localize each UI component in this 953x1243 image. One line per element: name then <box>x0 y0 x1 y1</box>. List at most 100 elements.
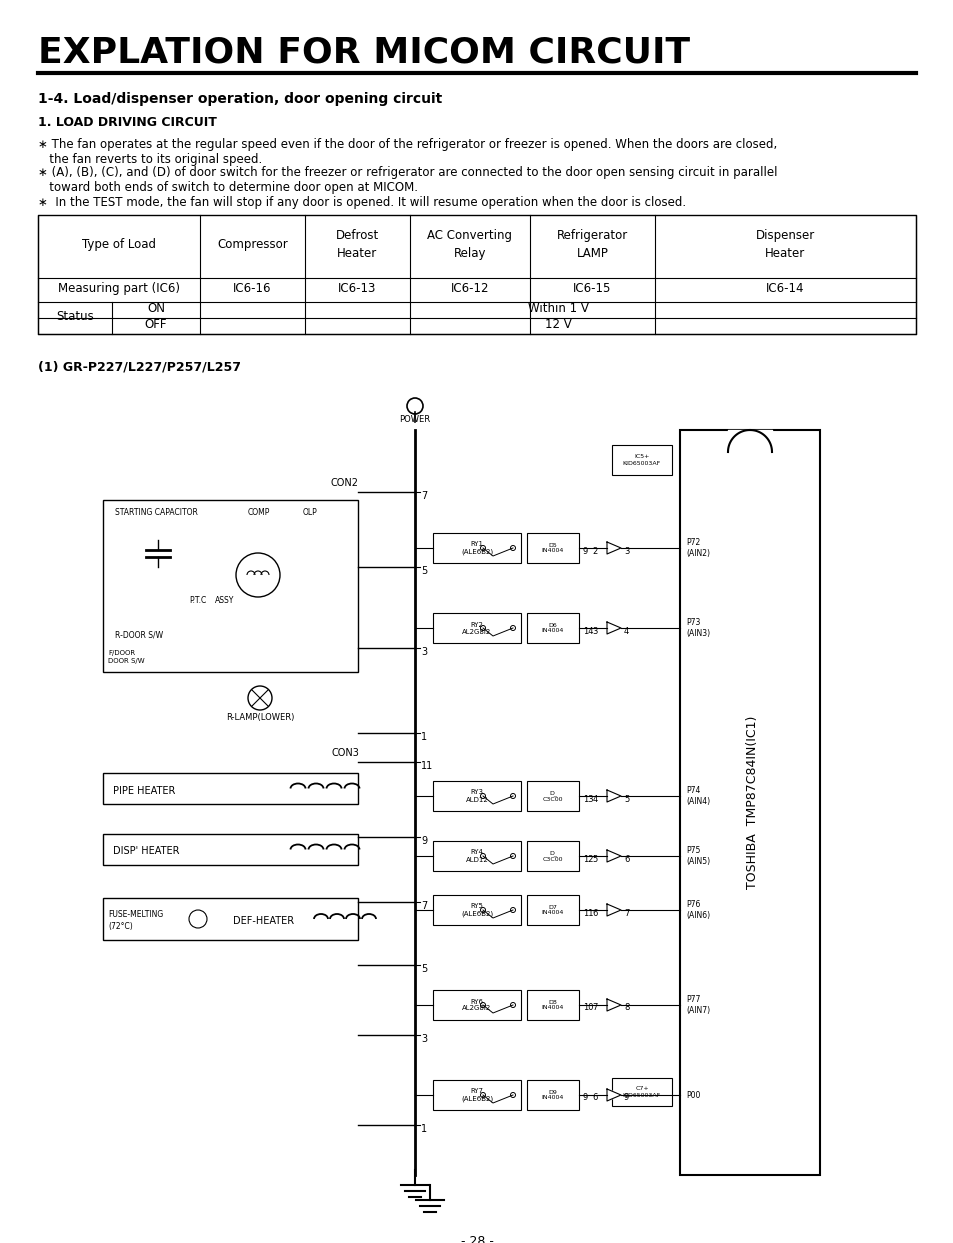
Text: POWER: POWER <box>399 415 430 424</box>
Text: (72°C): (72°C) <box>108 922 132 931</box>
Text: R-DOOR S/W: R-DOOR S/W <box>115 630 163 639</box>
Bar <box>433 842 520 871</box>
Text: 11: 11 <box>582 909 593 917</box>
Bar <box>103 834 357 865</box>
Text: 12: 12 <box>582 854 593 864</box>
Text: IC6-13: IC6-13 <box>338 281 376 295</box>
Text: 4: 4 <box>623 626 629 635</box>
Bar <box>612 445 671 475</box>
Text: Dispenser
Heater: Dispenser Heater <box>755 229 814 260</box>
Text: 10: 10 <box>582 1003 593 1013</box>
Text: 3: 3 <box>420 648 427 658</box>
Polygon shape <box>606 999 620 1011</box>
Text: IC6-15: IC6-15 <box>573 281 611 295</box>
Polygon shape <box>606 791 620 802</box>
Text: P00: P00 <box>685 1090 700 1100</box>
Text: EXPLATION FOR MICOM CIRCUIT: EXPLATION FOR MICOM CIRCUIT <box>38 35 689 70</box>
Text: 5: 5 <box>592 854 597 864</box>
Bar <box>433 895 520 925</box>
Text: DISP' HEATER: DISP' HEATER <box>112 846 179 856</box>
Text: 13: 13 <box>582 794 593 803</box>
Text: ∗  In the TEST mode, the fan will stop if any door is opened. It will resume ope: ∗ In the TEST mode, the fan will stop if… <box>38 196 685 209</box>
Text: Type of Load: Type of Load <box>82 237 156 251</box>
Text: D6
IN4004: D6 IN4004 <box>541 623 563 634</box>
Text: (1) GR-P227/L227/P257/L257: (1) GR-P227/L227/P257/L257 <box>38 360 241 373</box>
Text: 3: 3 <box>623 547 629 556</box>
Text: 7: 7 <box>592 1003 598 1013</box>
Text: Compressor: Compressor <box>217 237 288 251</box>
Text: 5: 5 <box>623 794 629 803</box>
Text: D_
C3C00: D_ C3C00 <box>542 791 562 802</box>
Bar <box>526 989 578 1021</box>
Text: the fan reverts to its original speed.: the fan reverts to its original speed. <box>38 153 262 167</box>
Text: Refrigerator
LAMP: Refrigerator LAMP <box>557 229 627 260</box>
Bar <box>433 989 520 1021</box>
Text: 12 V: 12 V <box>544 317 571 331</box>
Text: 1: 1 <box>420 1124 427 1134</box>
Text: RY6
AL2G8I2: RY6 AL2G8I2 <box>462 998 491 1012</box>
Bar <box>526 895 578 925</box>
Text: 7: 7 <box>420 491 427 501</box>
Text: STARTING CAPACITOR: STARTING CAPACITOR <box>115 508 197 517</box>
Polygon shape <box>606 850 620 861</box>
Text: COMP: COMP <box>248 508 270 517</box>
Text: 11: 11 <box>420 761 433 771</box>
Text: 14: 14 <box>582 626 593 635</box>
Bar <box>103 773 357 804</box>
Bar <box>526 842 578 871</box>
Text: P.T.C: P.T.C <box>190 595 207 604</box>
Text: RY3
ALD12: RY3 ALD12 <box>465 789 488 803</box>
Polygon shape <box>606 904 620 916</box>
Text: DEF-HEATER: DEF-HEATER <box>233 916 294 926</box>
Text: D5
IN4004: D5 IN4004 <box>541 543 563 553</box>
Text: 7: 7 <box>623 909 629 917</box>
Bar <box>103 897 357 940</box>
Text: D8
IN4004: D8 IN4004 <box>541 999 563 1011</box>
Text: F/DOOR
DOOR S/W: F/DOOR DOOR S/W <box>108 650 145 664</box>
Text: 3: 3 <box>420 1034 427 1044</box>
Text: ∗ (A), (B), (C), and (D) of door switch for the freezer or refrigerator are conn: ∗ (A), (B), (C), and (D) of door switch … <box>38 167 777 179</box>
Text: P74
(AIN4): P74 (AIN4) <box>685 787 709 805</box>
Text: 8: 8 <box>623 1003 629 1013</box>
Text: R-LAMP(LOWER): R-LAMP(LOWER) <box>226 713 294 722</box>
Text: AC Converting
Relay: AC Converting Relay <box>427 229 512 260</box>
Text: Measuring part (IC6): Measuring part (IC6) <box>58 281 180 295</box>
Polygon shape <box>606 1089 620 1101</box>
Text: 4: 4 <box>592 794 597 803</box>
Text: RY2
AL2G8I2: RY2 AL2G8I2 <box>462 622 491 634</box>
Bar <box>526 781 578 810</box>
Text: OLP: OLP <box>303 508 317 517</box>
Text: 1: 1 <box>420 732 427 742</box>
Text: D7
IN4004: D7 IN4004 <box>541 905 563 915</box>
Text: CON3: CON3 <box>331 748 358 758</box>
Text: 1. LOAD DRIVING CIRCUIT: 1. LOAD DRIVING CIRCUIT <box>38 116 216 129</box>
Text: 9: 9 <box>623 1094 629 1103</box>
Text: 6: 6 <box>592 1094 598 1103</box>
Text: C7+
KID65003AF: C7+ KID65003AF <box>622 1086 660 1098</box>
Text: D9
IN4004: D9 IN4004 <box>541 1090 563 1100</box>
Text: PIPE HEATER: PIPE HEATER <box>112 786 175 796</box>
Text: Defrost
Heater: Defrost Heater <box>335 229 378 260</box>
Text: TOSHIBA  TMP87C84IN(IC1): TOSHIBA TMP87C84IN(IC1) <box>745 716 759 889</box>
Text: P72
(AIN2): P72 (AIN2) <box>685 538 709 558</box>
Text: Within 1 V: Within 1 V <box>527 302 588 314</box>
Text: 5: 5 <box>420 965 427 975</box>
Text: ON: ON <box>147 302 165 314</box>
Text: toward both ends of switch to determine door open at MICOM.: toward both ends of switch to determine … <box>38 181 417 194</box>
Text: 1-4. Load/dispenser operation, door opening circuit: 1-4. Load/dispenser operation, door open… <box>38 92 442 106</box>
Text: ASSY: ASSY <box>215 595 234 604</box>
Text: IC6-12: IC6-12 <box>450 281 489 295</box>
Text: P76
(AIN6): P76 (AIN6) <box>685 900 709 920</box>
Text: IC6-14: IC6-14 <box>765 281 804 295</box>
Text: 2: 2 <box>592 547 597 556</box>
Text: D_
C3C00: D_ C3C00 <box>542 850 562 861</box>
Bar <box>433 781 520 810</box>
Text: ∗ The fan operates at the regular speed even if the door of the refrigerator or : ∗ The fan operates at the regular speed … <box>38 138 777 150</box>
Text: 9: 9 <box>582 547 588 556</box>
Text: 9: 9 <box>420 837 427 846</box>
Text: 6: 6 <box>623 854 629 864</box>
Text: Status: Status <box>56 310 93 322</box>
Text: - 28 -: - 28 - <box>460 1236 493 1243</box>
Text: RY4
ALD12: RY4 ALD12 <box>465 849 488 863</box>
Bar <box>526 1080 578 1110</box>
